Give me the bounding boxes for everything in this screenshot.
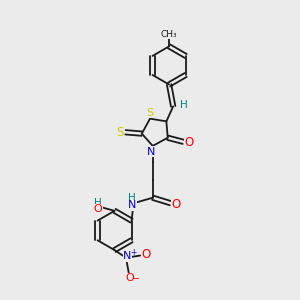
Text: H: H (180, 100, 188, 110)
Text: CH₃: CH₃ (161, 30, 177, 39)
Text: S: S (146, 108, 153, 118)
Text: O: O (142, 248, 151, 262)
Text: N: N (123, 251, 132, 261)
Text: H: H (94, 198, 102, 208)
Text: +: + (130, 248, 137, 257)
Text: O: O (184, 136, 194, 149)
Text: H: H (128, 193, 136, 203)
Text: −: − (132, 274, 140, 284)
Text: N: N (147, 147, 156, 157)
Text: S: S (116, 126, 123, 139)
Text: O: O (172, 198, 181, 211)
Text: O: O (126, 273, 134, 283)
Text: O: O (94, 205, 103, 214)
Text: N: N (128, 200, 136, 210)
